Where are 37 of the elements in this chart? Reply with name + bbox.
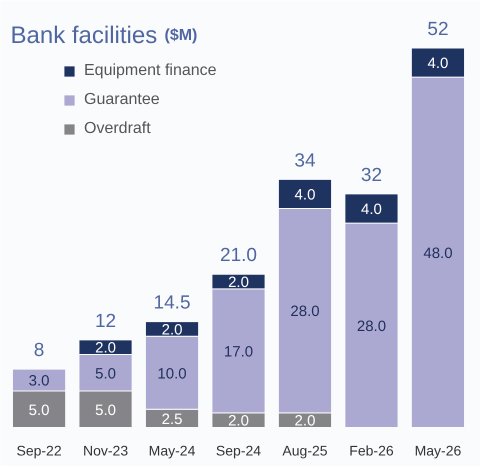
chart-title: Bank facilities	[10, 22, 158, 49]
total-label: 34	[294, 150, 316, 172]
legend-label: Overdraft	[84, 120, 151, 138]
x-tick-label: May-26	[414, 442, 462, 458]
data-label: 17.0	[224, 343, 254, 360]
data-label: 2.0	[228, 274, 249, 292]
x-tick-label: May-24	[148, 442, 196, 458]
x-tick-label: Feb-26	[349, 442, 394, 458]
legend-label: Equipment finance	[84, 62, 217, 80]
chart-subtitle: ($M)	[164, 27, 198, 44]
data-label: 3.0	[28, 372, 50, 390]
total-label: 8	[34, 340, 44, 362]
data-label: 2.0	[162, 321, 182, 338]
data-label: 5.0	[28, 402, 50, 419]
data-label: 2.0	[95, 340, 116, 357]
data-label: 28.0	[290, 303, 320, 320]
total-label: 21.0	[220, 245, 257, 266]
data-label: 4.0	[428, 55, 448, 72]
data-label: 28.0	[356, 318, 386, 335]
total-label: 12	[94, 310, 116, 332]
data-label: 2.5	[162, 410, 182, 428]
data-label: 2.0	[294, 412, 316, 430]
data-label: 4.0	[294, 186, 316, 204]
x-tick-label: Sep-24	[216, 442, 262, 458]
total-label: 32	[360, 164, 382, 186]
data-label: 48.0	[423, 244, 453, 262]
legend-label: Guarantee	[84, 91, 160, 109]
x-tick-label: Sep-22	[16, 442, 62, 458]
data-label: 4.0	[361, 201, 382, 218]
data-label: 2.0	[228, 412, 249, 430]
x-tick-label: Aug-25	[282, 442, 328, 458]
total-label: 52	[427, 18, 449, 40]
x-tick-label: Nov-23	[82, 442, 128, 458]
data-label: 10.0	[157, 365, 187, 382]
data-label: 5.0	[95, 402, 116, 419]
data-label: 5.0	[95, 365, 116, 382]
total-label: 14.5	[154, 292, 191, 314]
